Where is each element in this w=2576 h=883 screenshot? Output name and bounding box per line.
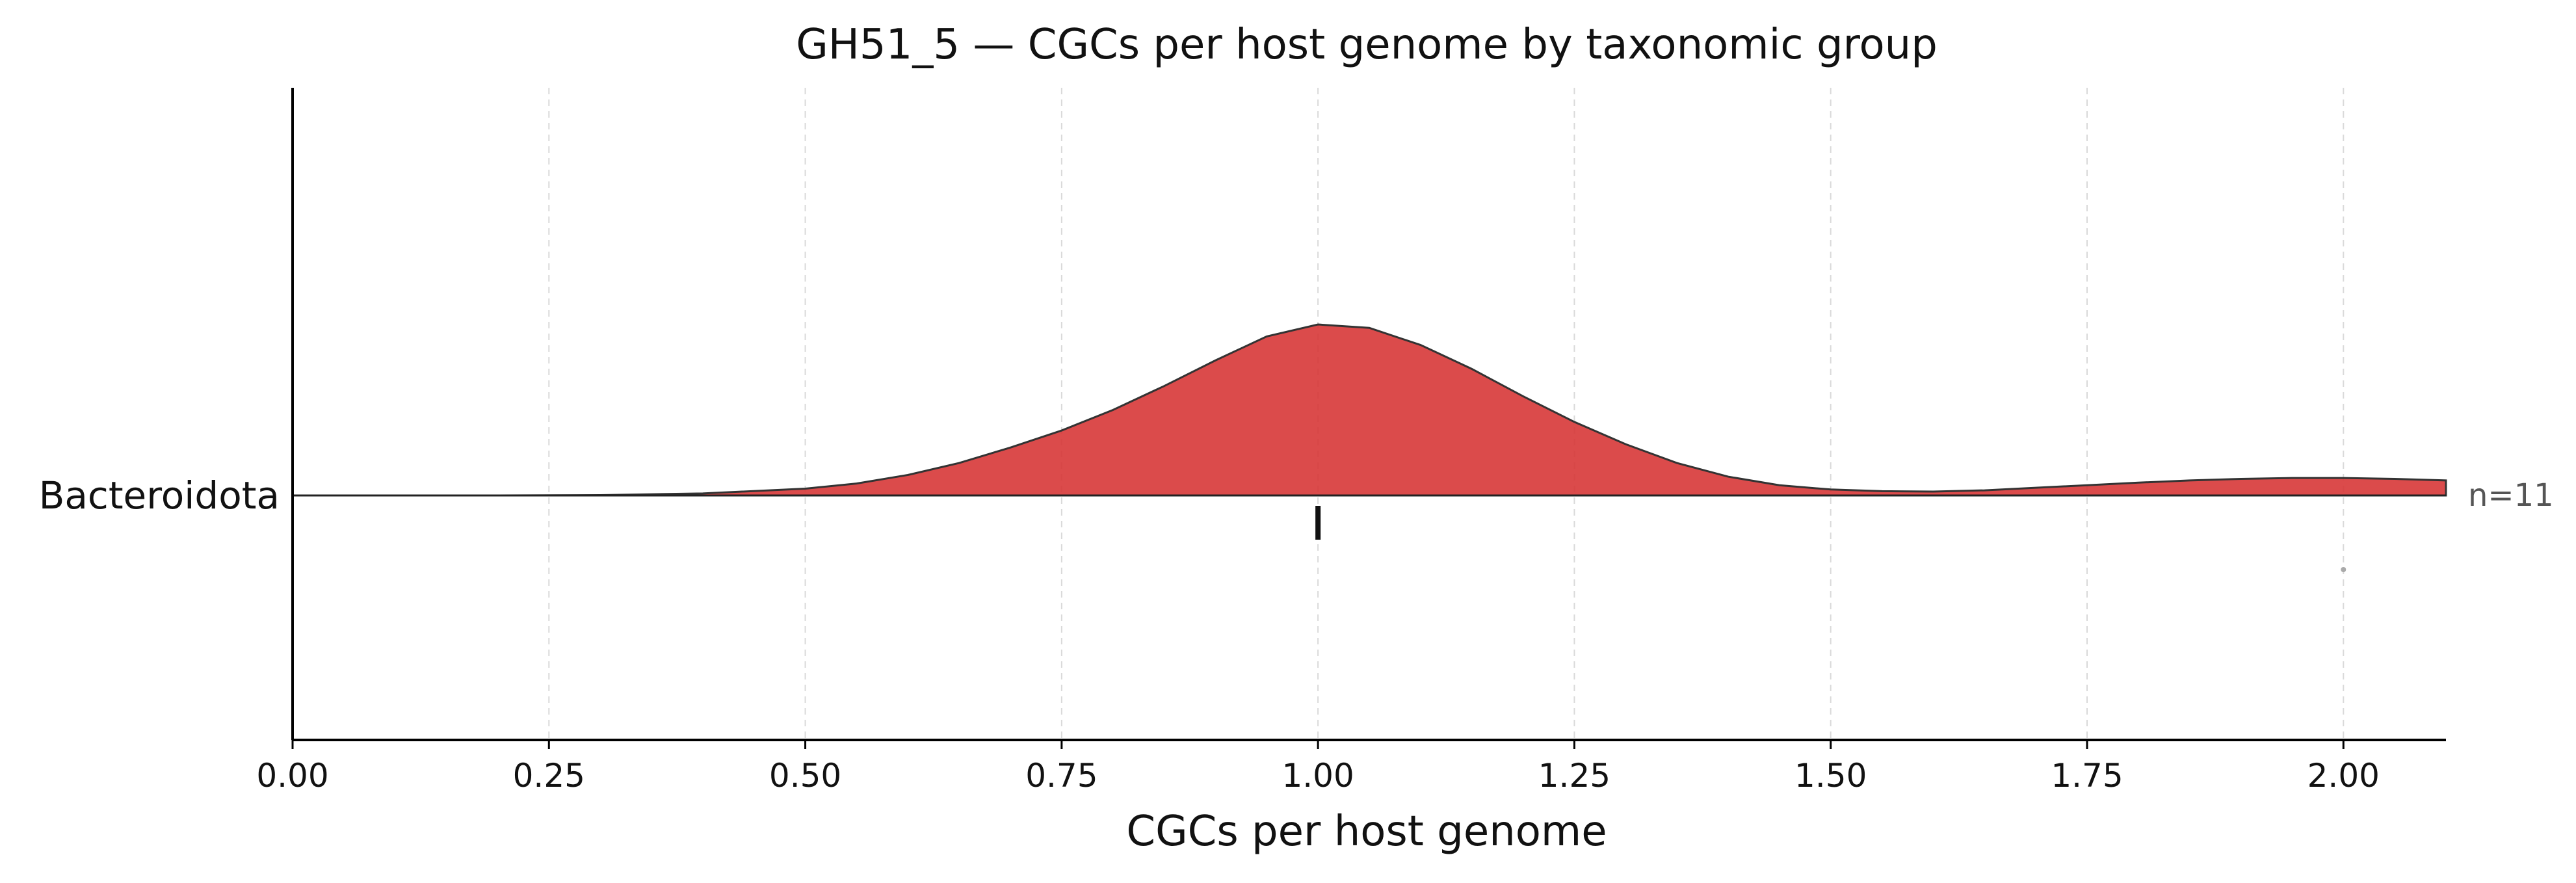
x-tick-label: 0.50 [769,757,841,795]
x-tick-label: 0.75 [1025,757,1097,795]
density-ridge [293,323,2447,497]
x-tick-label: 1.25 [1538,757,1610,795]
x-tick-label: 1.50 [1794,757,1867,795]
x-tick-label: 1.00 [1281,757,1354,795]
x-ticks: 0.00 0.25 0.50 0.75 1.00 1.25 1.50 1.75 2.00 [256,740,2380,795]
category-label: Bacteroidota [39,473,280,518]
ridges [293,323,2447,572]
n-count-label: n=11 [2468,477,2554,514]
x-tick-label: 0.25 [513,757,585,795]
category-labels: Bacteroidota n=11 [39,473,2554,518]
chart-title: GH51_5 — CGCs per host genome by taxonom… [796,21,1938,69]
x-gridlines [548,88,2345,740]
x-tick-label: 0.00 [256,757,328,795]
data-point [2341,567,2346,572]
x-axis-label: CGCs per host genome [1126,808,1607,856]
x-tick-label: 1.75 [2051,757,2123,795]
x-tick-label: 2.00 [2307,757,2380,795]
